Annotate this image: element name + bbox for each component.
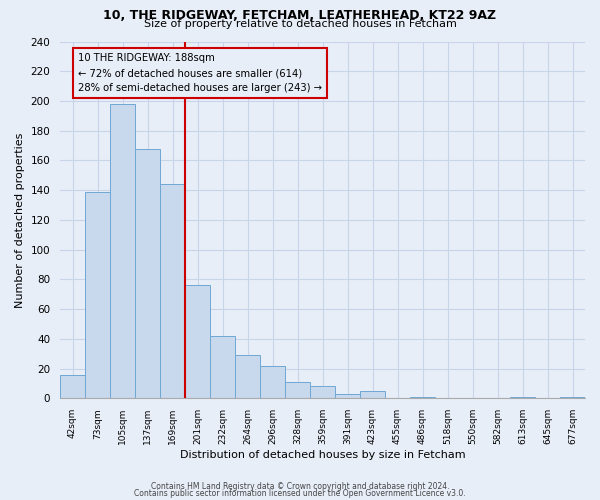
- Bar: [310, 386, 335, 398]
- Bar: [160, 184, 185, 398]
- X-axis label: Distribution of detached houses by size in Fetcham: Distribution of detached houses by size …: [180, 450, 466, 460]
- Bar: [235, 355, 260, 399]
- Bar: [335, 394, 360, 398]
- Bar: [560, 397, 585, 398]
- Bar: [60, 374, 85, 398]
- Bar: [285, 382, 310, 398]
- Text: 10 THE RIDGEWAY: 188sqm
← 72% of detached houses are smaller (614)
28% of semi-d: 10 THE RIDGEWAY: 188sqm ← 72% of detache…: [77, 54, 322, 93]
- Bar: [185, 286, 210, 399]
- Bar: [85, 192, 110, 398]
- Text: Contains HM Land Registry data © Crown copyright and database right 2024.: Contains HM Land Registry data © Crown c…: [151, 482, 449, 491]
- Bar: [260, 366, 285, 398]
- Y-axis label: Number of detached properties: Number of detached properties: [15, 132, 25, 308]
- Bar: [510, 397, 535, 398]
- Bar: [135, 148, 160, 398]
- Text: Size of property relative to detached houses in Fetcham: Size of property relative to detached ho…: [143, 19, 457, 29]
- Bar: [110, 104, 135, 399]
- Text: Contains public sector information licensed under the Open Government Licence v3: Contains public sector information licen…: [134, 488, 466, 498]
- Bar: [410, 397, 435, 398]
- Bar: [360, 391, 385, 398]
- Bar: [210, 336, 235, 398]
- Text: 10, THE RIDGEWAY, FETCHAM, LEATHERHEAD, KT22 9AZ: 10, THE RIDGEWAY, FETCHAM, LEATHERHEAD, …: [103, 9, 497, 22]
